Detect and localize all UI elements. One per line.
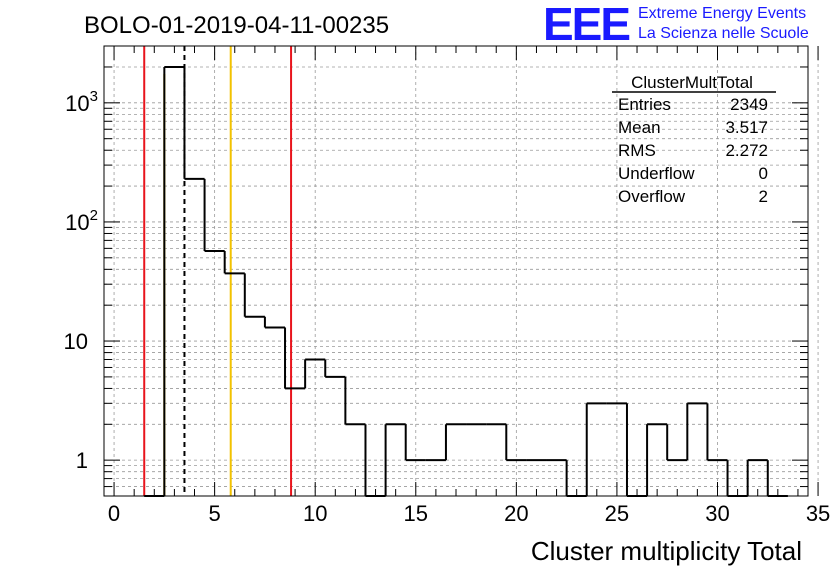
y-tick-label: 103 bbox=[65, 88, 98, 116]
eee-logo-line1: Extreme Energy Events bbox=[638, 5, 806, 22]
stats-row-label: Entries bbox=[618, 95, 671, 114]
eee-logo: EEE Extreme Energy Events La Scienza nel… bbox=[543, 0, 809, 50]
stats-row-value: 2349 bbox=[730, 95, 768, 114]
x-tick-label: 0 bbox=[108, 501, 120, 526]
stats-row-label: Overflow bbox=[618, 187, 686, 206]
plot-frame bbox=[103, 45, 809, 497]
eee-logo-line2: La Scienza nelle Scuole bbox=[638, 25, 809, 42]
stats-row-value: 0 bbox=[759, 164, 768, 183]
eee-logo-letters: EEE bbox=[543, 0, 629, 50]
stats-row-value: 2.272 bbox=[725, 141, 768, 160]
y-tick-exponent: 3 bbox=[90, 88, 98, 105]
y-tick-exponent: 2 bbox=[90, 207, 98, 224]
x-tick-label: 25 bbox=[605, 501, 629, 526]
x-tick-label: 15 bbox=[404, 501, 428, 526]
histogram-layer bbox=[144, 65, 788, 497]
stats-row-label: Underflow bbox=[618, 164, 695, 183]
x-tick-label: 10 bbox=[303, 501, 327, 526]
x-tick-label: 5 bbox=[209, 501, 221, 526]
grid-layer bbox=[104, 45, 819, 497]
y-tick-label: 102 bbox=[65, 207, 98, 235]
marker-lines-layer bbox=[143, 46, 293, 496]
stats-row-value: 3.517 bbox=[725, 118, 768, 137]
stats-box-title: ClusterMultTotal bbox=[631, 73, 753, 92]
stats-row-value: 2 bbox=[759, 187, 768, 206]
x-axis-label: Cluster multiplicity Total bbox=[531, 536, 802, 566]
stats-row-label: Mean bbox=[618, 118, 661, 137]
x-tick-label: 35 bbox=[806, 501, 830, 526]
stats-row-label: RMS bbox=[618, 141, 656, 160]
plot-title: BOLO-01-2019-04-11-00235 bbox=[84, 12, 389, 39]
x-tick-label: 20 bbox=[504, 501, 528, 526]
y-tick-label: 1 bbox=[76, 448, 88, 473]
x-tick-label: 30 bbox=[705, 501, 729, 526]
stats-box: ClusterMultTotal Entries 2349 Mean 3.517… bbox=[612, 73, 776, 206]
y-tick-label: 10 bbox=[64, 329, 88, 354]
